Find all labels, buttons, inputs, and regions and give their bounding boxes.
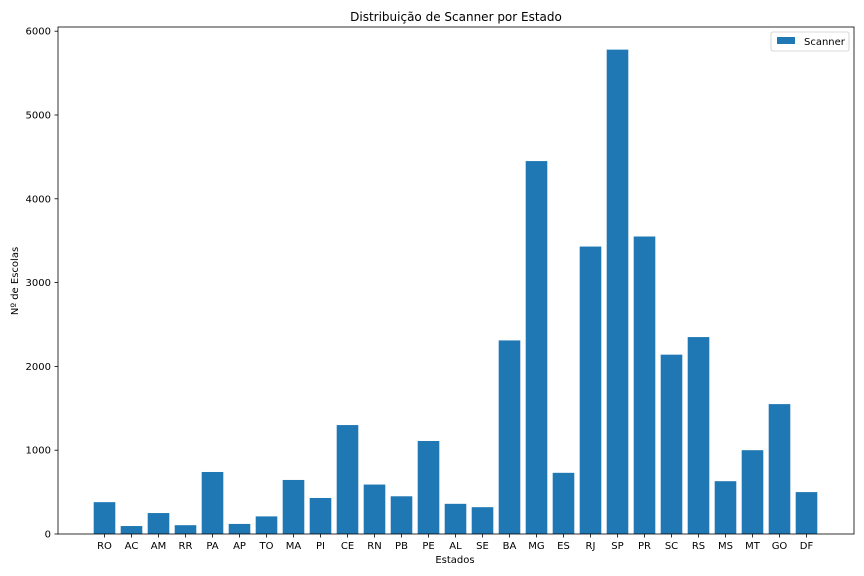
x-axis-ticks: RO AC AM RR PA AP TO MA PI CE RN PB PE AL SE BA MG ES RJ SP…	[97, 534, 813, 552]
legend-box	[770, 31, 850, 52]
y-tick-label: 3000	[26, 278, 51, 289]
y-tick-label: 0	[45, 530, 51, 541]
x-tick-label: MA	[286, 541, 302, 552]
bar-sp	[606, 49, 629, 534]
y-tick-label: 5000	[26, 110, 51, 121]
bar-to	[255, 516, 278, 534]
y-tick-label: 6000	[26, 27, 51, 38]
x-tick-label: TO	[259, 541, 274, 552]
x-tick-label: RR	[179, 541, 193, 552]
bar-pe	[417, 440, 440, 534]
bar-rn	[363, 484, 386, 534]
bar-al	[444, 503, 467, 534]
bar-rr	[174, 525, 197, 534]
legend-swatch	[777, 37, 795, 44]
x-tick-label: AC	[125, 541, 139, 552]
bar-rj	[579, 246, 602, 534]
bar-mt	[741, 450, 764, 534]
bar-rs	[687, 337, 710, 534]
x-tick-label: RO	[97, 541, 112, 552]
bar-sc	[660, 354, 683, 534]
x-tick-label: PI	[316, 541, 325, 552]
x-tick-label: PB	[395, 541, 408, 552]
x-tick-label: BA	[503, 541, 517, 552]
x-tick-label: SC	[665, 541, 678, 552]
x-tick-label: ES	[557, 541, 570, 552]
x-tick-label: MT	[745, 541, 761, 552]
x-tick-label: MG	[528, 541, 544, 552]
bar-go	[768, 404, 791, 534]
y-axis-ticks: 0 1000 2000 3000 4000 5000 6000	[26, 27, 58, 541]
x-tick-label: PA	[206, 541, 218, 552]
bar-es	[552, 472, 575, 534]
x-tick-label: SP	[611, 541, 623, 552]
x-tick-label: DF	[800, 541, 814, 552]
y-tick-label: 4000	[26, 194, 51, 205]
bar-pi	[309, 497, 332, 534]
bar-mg	[525, 161, 548, 534]
x-tick-label: RS	[692, 541, 705, 552]
bar-se	[471, 507, 494, 534]
bar-am	[147, 513, 170, 534]
x-axis-label: Estados	[435, 555, 474, 566]
bar-pr	[633, 236, 656, 534]
x-tick-label: AP	[233, 541, 246, 552]
chart-title: Distribuição de Scanner por Estado	[350, 10, 562, 24]
bar-ba	[498, 340, 521, 534]
bar-ma	[282, 479, 305, 534]
legend-label: Scanner	[804, 37, 846, 48]
x-tick-label: SE	[476, 541, 489, 552]
plot-area	[93, 49, 818, 534]
plot-frame	[57, 26, 855, 535]
x-tick-label: AM	[151, 541, 166, 552]
x-tick-label: GO	[772, 541, 788, 552]
x-tick-label: PR	[638, 541, 651, 552]
bar-pa	[201, 471, 224, 534]
x-tick-label: PE	[422, 541, 434, 552]
x-tick-label: CE	[341, 541, 354, 552]
x-tick-label: RJ	[586, 541, 596, 552]
x-tick-label: MS	[718, 541, 733, 552]
bar-ac	[120, 526, 143, 534]
bar-ce	[336, 425, 359, 534]
x-tick-label: RN	[367, 541, 381, 552]
bar-df	[795, 492, 818, 534]
x-tick-label: AL	[449, 541, 462, 552]
y-tick-label: 2000	[26, 362, 51, 373]
bar-ap	[228, 523, 251, 534]
y-axis-label: Nº de Escolas	[10, 247, 21, 315]
bar-ro	[93, 502, 116, 534]
bar-ms	[714, 481, 737, 534]
y-tick-label: 1000	[26, 446, 51, 457]
bar-pb	[390, 496, 413, 534]
legend: Scanner	[770, 31, 850, 52]
